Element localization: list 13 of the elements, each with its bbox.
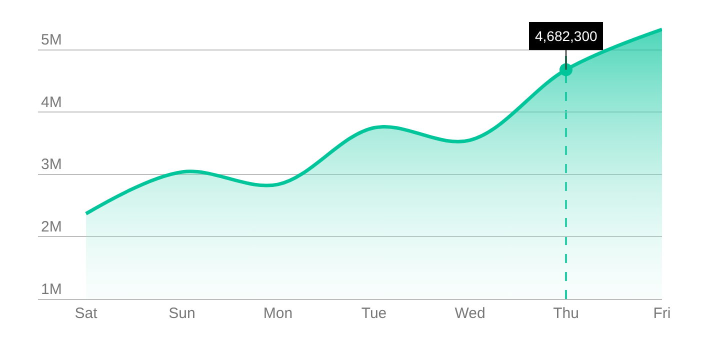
annotation: 4,682,300 — [535, 28, 598, 44]
x-tick-label: Sat — [74, 305, 98, 322]
y-tick-label: 2M — [41, 218, 62, 236]
x-tick-label: Tue — [361, 305, 387, 322]
x-tick-label: Wed — [454, 305, 486, 322]
x-tick-label: Sun — [168, 305, 196, 322]
y-tick-label: 1M — [41, 280, 62, 298]
y-tick-label: 4M — [41, 94, 62, 111]
x-tick-label: Mon — [263, 305, 293, 322]
y-tick-label: 5M — [41, 32, 62, 49]
y-tick-label: 3M — [41, 156, 62, 174]
x-tick-label: Thu — [553, 305, 579, 322]
x-tick-label: Fri — [653, 305, 671, 322]
